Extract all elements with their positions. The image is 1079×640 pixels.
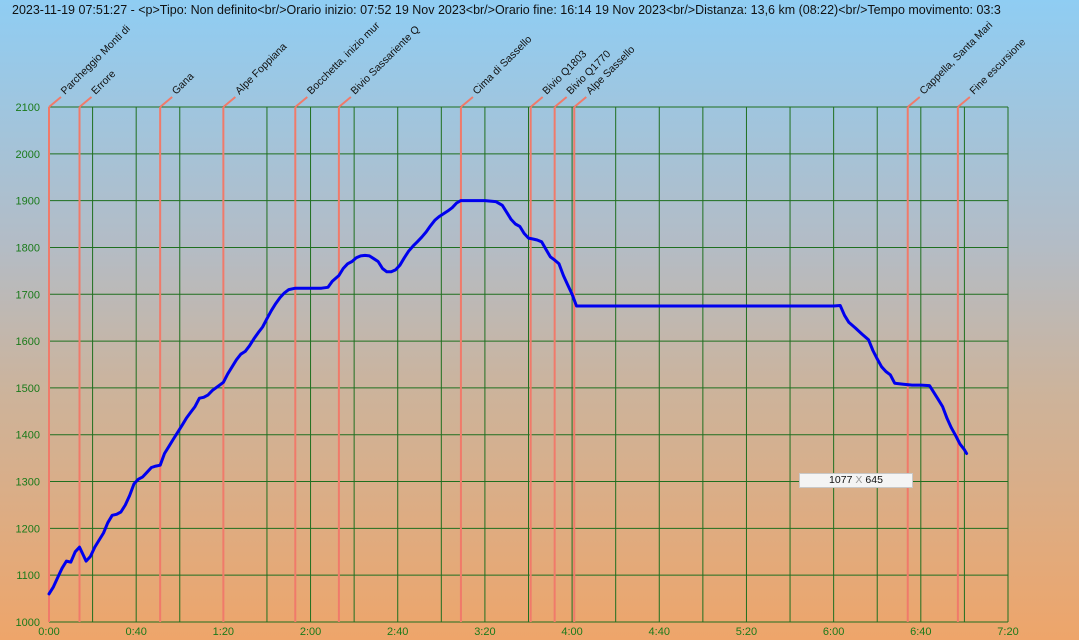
x-tick-label: 2:40 (387, 626, 408, 638)
y-tick-label: 1200 (16, 523, 40, 535)
x-tick-label: 2:00 (300, 626, 321, 638)
waypoint-marker-leader (294, 96, 308, 108)
x-tick-label: 4:40 (649, 626, 670, 638)
waypoint-label: Cima di Sassello (471, 33, 535, 97)
cursor-readout: 1077 X 645 (799, 473, 913, 488)
x-tick-label: 3:20 (474, 626, 495, 638)
y-tick-label: 1100 (16, 570, 40, 582)
waypoint-marker-leader (530, 96, 544, 108)
x-tick-label: 5:20 (736, 626, 757, 638)
waypoint-marker-leader (573, 96, 587, 108)
waypoint-label: Alpe Foppiana (233, 41, 289, 97)
cursor-readout-y: 645 (865, 474, 883, 486)
x-tick-label: 0:00 (38, 626, 59, 638)
y-tick-label: 1900 (16, 196, 40, 208)
waypoint-marker-leader (48, 96, 62, 108)
x-tick-label: 4:00 (561, 626, 582, 638)
x-tick-label: 7:20 (997, 626, 1018, 638)
elevation-series (47, 199, 969, 596)
chart-grid (48, 106, 1009, 623)
x-tick-label: 6:00 (823, 626, 844, 638)
cursor-readout-x: 1077 (829, 474, 853, 486)
waypoint-marker-leader (907, 96, 921, 108)
cursor-readout-separator: X (855, 474, 863, 486)
x-tick-label: 0:40 (125, 626, 146, 638)
y-tick-label: 1300 (16, 477, 40, 489)
x-tick-label: 1:20 (213, 626, 234, 638)
waypoint-label: Gana (170, 70, 197, 97)
y-tick-label: 1500 (16, 383, 40, 395)
waypoint-marker-leader (159, 96, 173, 108)
y-tick-label: 1600 (16, 336, 40, 348)
x-tick-label: 6:40 (910, 626, 931, 638)
y-tick-label: 2000 (16, 149, 40, 161)
waypoint-marker-leader (78, 96, 93, 108)
elevation-line (47, 199, 969, 596)
waypoint-marker-leader (554, 96, 568, 108)
waypoint-marker-leader (338, 96, 352, 108)
waypoint-label: Errore (89, 68, 118, 97)
y-tick-label: 2100 (16, 102, 40, 114)
y-tick-label: 1400 (16, 430, 40, 442)
axis-ticks: 1000 1100 1200 1300 1400 1500 1600 1700 1800 1900… (16, 102, 1019, 638)
page-title: 2023-11-19 07:51:27 - <p>Tipo: Non defin… (12, 3, 1001, 17)
y-tick-label: 1000 (16, 617, 40, 629)
waypoint-label: Bocchetta, inizio mur (305, 19, 383, 97)
y-tick-label: 1700 (16, 289, 40, 301)
waypoint-marker-leader (460, 96, 474, 108)
waypoint-marker-leader (957, 96, 971, 108)
waypoint-marker-leader (222, 96, 237, 108)
y-tick-label: 1800 (16, 242, 40, 254)
